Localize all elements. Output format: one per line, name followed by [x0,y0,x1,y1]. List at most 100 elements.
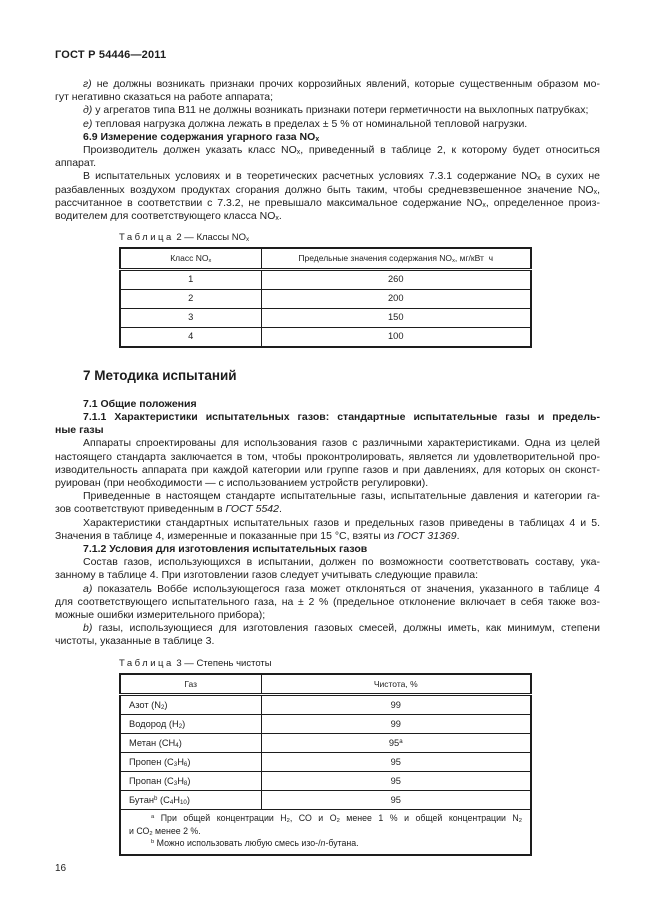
text-run: Класс NO [170,253,209,264]
table-cell: 260 [260,268,532,290]
text-run: х [296,149,301,157]
text-run: для соответствующего испытательного газа… [55,595,600,608]
table-cell: 99 [260,714,532,735]
text-run: 150 [387,312,404,323]
text-run: в сухих не [540,170,600,183]
text-run: b [154,794,158,802]
paragraph: а) показатель Воббе использующегося газа… [55,583,600,623]
text-run: Приведенные в настоящем стандарте испыта… [83,490,600,503]
text-run: , [597,183,600,196]
text-line: 7.1 Общие положения [55,398,600,411]
text-run: , определенное произ- [485,196,600,209]
text-line: аппарат. [55,157,600,170]
table-row: Азот (N2) 99 [119,694,532,716]
text-run: , приведенный в таблице 2, к которому бу… [300,144,600,157]
text-run: Предельные значения содержания NO [298,253,453,264]
text-run: х [482,202,486,210]
text-run: 8 [183,779,188,787]
text-line: a При общей концентрации Н2, СО и О2 мен… [129,812,522,824]
table-header-row: Газ Чистота, % [119,673,532,697]
text-run: Метан (CH [129,737,176,748]
text-run: H [177,756,184,767]
text-run: ) [187,775,191,786]
paragraph: Характеристики стандартных испытательных… [55,517,600,543]
text-run: не должны возникать признаки прочих корр… [96,78,600,90]
table-header: Класс NOх Предельные значения содержания … [119,247,532,271]
text-run: Бутан [129,794,155,805]
text-run: тепловая нагрузка должна лежать в предел… [95,117,528,130]
text-run: ГОСТ 31369 [397,529,457,542]
text-run: 260 [387,274,404,285]
text-run: х [275,215,279,223]
paragraph: Состав газов, использующихся в испытании… [55,556,600,582]
text-line: руирован (при необходимости — с использо… [55,477,600,490]
section-heading: 7 Методика испытаний [55,368,600,383]
table-cell: 3 [119,307,262,328]
table-cell: 100 [260,326,532,348]
table-cell: 200 [260,288,532,309]
text-line: е) тепловая нагрузка должна лежать в пре… [55,118,600,131]
text-line: можные ошибки измерительного прибора); [55,609,600,622]
text-run: . [278,210,282,223]
text-run: г) [83,78,97,90]
text-run: 7.1.2 Условия для изготовления испытател… [83,542,368,555]
paragraph: г) не должны возникать признаки прочих к… [55,78,600,104]
text-line: и СО2 менее 2 %. [129,825,522,837]
text-run: a [151,814,155,821]
text-run: руирован (при необходимости — с использо… [55,476,429,489]
text-run: 7.1 Общие положения [83,397,197,410]
text-line: Приведенные в настоящем стандарте испыта… [55,490,600,503]
text-run: 4 [175,741,179,749]
text-line: рассчитанное в соответствии с 7.3.2, не … [55,197,600,210]
paragraph: Производитель должен указать класс NOх, … [55,144,600,170]
table-cell: 4 [119,326,262,348]
text-run: можные ошибки измерительного прибора); [55,608,266,621]
text-run: х [537,175,541,183]
subsection-heading: 6.9 Измерение содержания угарного газа N… [55,131,600,144]
text-run: В испытательных условиях и в теоретическ… [83,170,538,183]
table-cell: 150 [260,307,532,328]
text-run: 100 [387,331,404,342]
document-body: г) не должны возникать признаки прочих к… [55,78,600,857]
text-line: водителем для соответствующего класса NO… [55,210,600,223]
text-run: Производитель должен указать класс NO [83,144,297,157]
text-run: х [315,136,320,144]
text-line: изводительность аппарата при каждой кате… [55,464,600,477]
text-run: . [456,529,460,542]
text-run: менее 1 % и общей концентрации N [339,813,519,824]
text-run: чистоты, указанные в таблице 3. [55,635,215,648]
text-run: Пропен (C [129,756,174,767]
text-run: Чистота, % [373,678,418,689]
table-footnote-row: a При общей концентрации Н2, СО и О2 мен… [119,809,532,856]
text-run: 2 [518,818,522,825]
text-run: 3 [173,779,178,787]
text-line: 7.1.1 Характеристики испытательных газов… [55,411,600,424]
column-header: Предельные значения содержания NOх, мг/к… [260,247,532,271]
table-header-row: Класс NOх Предельные значения содержания … [119,247,532,271]
paragraph: Приведенные в настоящем стандарте испыта… [55,490,600,516]
text-run: Водород (H [129,718,179,729]
text-run: и СО [129,825,150,836]
table-row: Метан (CH4) 95a [119,733,532,754]
paragraph: е) тепловая нагрузка должна лежать в пре… [55,118,600,131]
table-cell: Пропен (C3H6) [119,752,262,773]
text-run: -бутана. [325,837,359,848]
subsection-heading: 7.1.2 Условия для изготовления испытател… [55,543,600,556]
text-run: 2 — Классы NO [173,232,247,244]
table-footnote-cell: a При общей концентрации Н2, СО и О2 мен… [119,809,532,856]
subsection-heading: 7.1 Общие положения [55,398,600,411]
text-line: зов соответствуют приведенным в ГОСТ 554… [55,503,600,516]
table-cell: Бутанb (C4H10) [119,790,262,811]
text-run: , СО и О [289,813,337,824]
text-run: Пропан (C [129,775,174,786]
text-line: разбавленных воздухом продуктах сгорания… [55,184,600,197]
text-run: аппарат. [55,157,97,170]
table-cell: 95 [260,790,532,811]
text-run: зов соответствуют приведенным в [55,503,226,516]
page-number: 16 [55,863,67,875]
text-run: , мг/кВт ч [454,253,494,264]
text-run: д) [83,104,96,117]
table-cell: 2 [119,288,262,309]
text-run: Азот (N [129,699,161,710]
subsection-heading: 7.1.1 Характеристики испытательных газов… [55,411,600,437]
